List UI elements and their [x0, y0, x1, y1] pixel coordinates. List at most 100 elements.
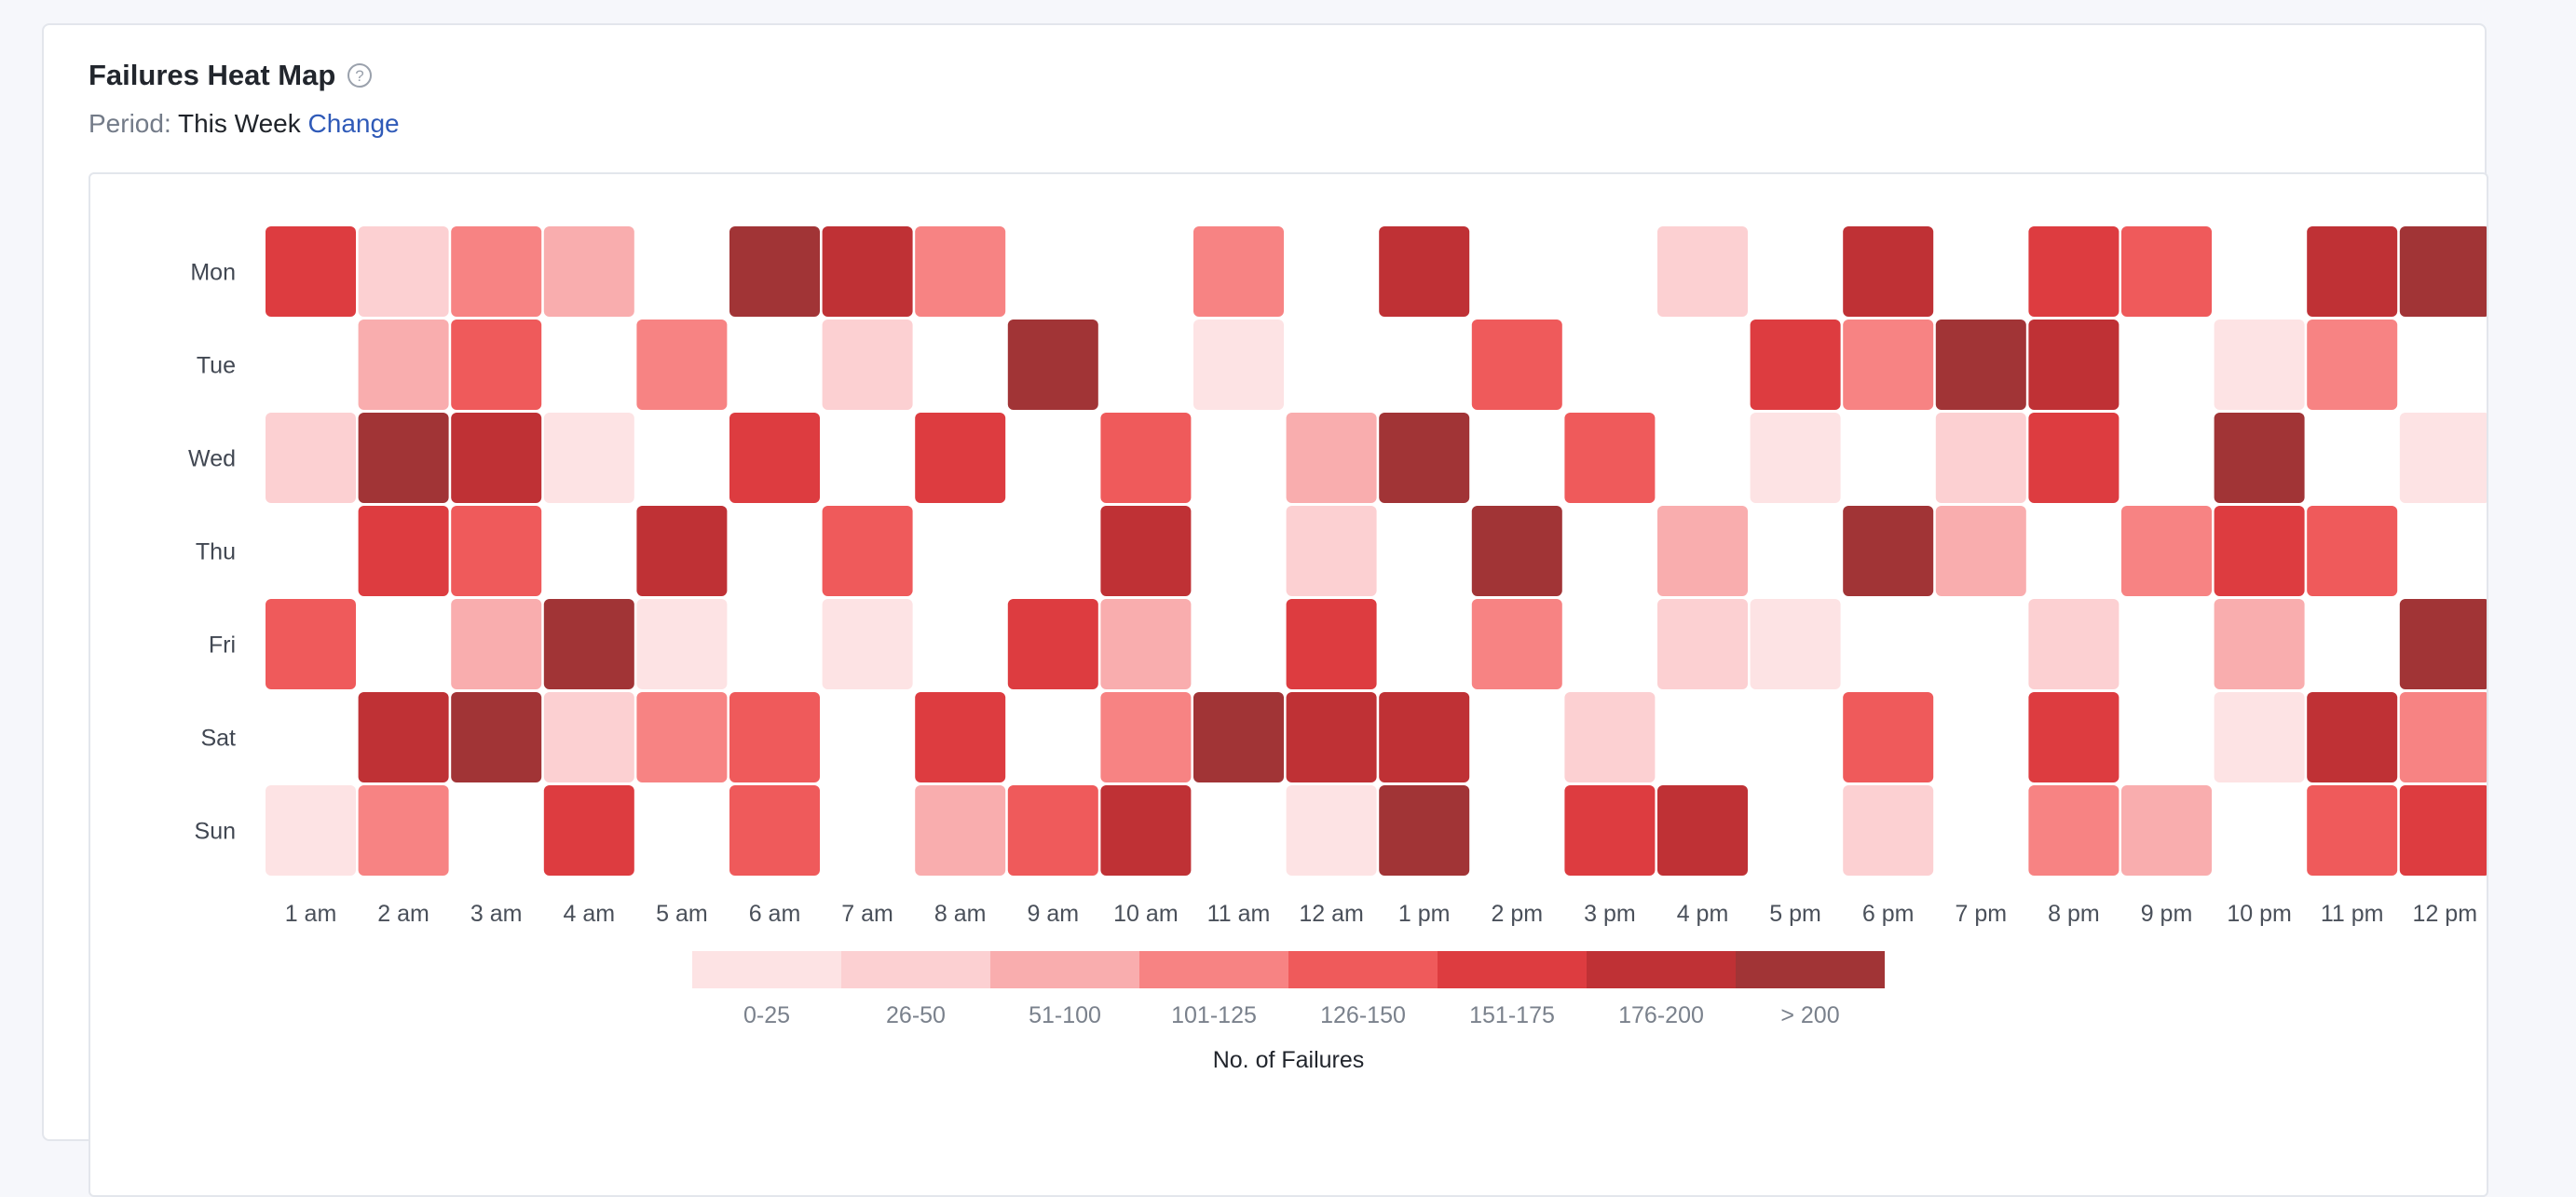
heatmap-cell-mon-10[interactable] — [1193, 226, 1284, 317]
heatmap-cell-mon-7[interactable] — [915, 226, 1006, 317]
heatmap-cell-sun-5[interactable] — [729, 785, 820, 876]
heatmap-cell-fri-4[interactable] — [636, 599, 728, 689]
heatmap-cell-sun-8[interactable] — [1007, 785, 1098, 876]
heatmap-cell-thu-11[interactable] — [1286, 506, 1377, 596]
heatmap-cell-tue-21[interactable] — [2214, 320, 2305, 410]
heatmap-cell-sun-12[interactable] — [1379, 785, 1470, 876]
heatmap-cell-sat-4[interactable] — [636, 692, 728, 782]
heatmap-cell-sun-17[interactable] — [1843, 785, 1934, 876]
heatmap-cell-sat-23[interactable] — [2399, 692, 2487, 782]
heatmap-cell-wed-12[interactable] — [1379, 413, 1470, 503]
heatmap-cell-fri-23[interactable] — [2399, 599, 2487, 689]
change-period-link[interactable]: Change — [307, 109, 400, 138]
heatmap-cell-tue-22[interactable] — [2307, 320, 2398, 410]
heatmap-cell-wed-1[interactable] — [358, 413, 449, 503]
heatmap-cell-mon-6[interactable] — [822, 226, 913, 317]
heatmap-cell-mon-23[interactable] — [2399, 226, 2487, 317]
heatmap-cell-sat-9[interactable] — [1100, 692, 1192, 782]
heatmap-cell-mon-0[interactable] — [266, 226, 356, 317]
heatmap-cell-wed-9[interactable] — [1100, 413, 1192, 503]
heatmap-cell-fri-19[interactable] — [2028, 599, 2119, 689]
heatmap-cell-fri-16[interactable] — [1750, 599, 1841, 689]
heatmap-cell-sat-3[interactable] — [543, 692, 634, 782]
heatmap-cell-tue-18[interactable] — [1935, 320, 2026, 410]
heatmap-cell-sun-3[interactable] — [543, 785, 634, 876]
heatmap-cell-wed-16[interactable] — [1750, 413, 1841, 503]
heatmap-cell-wed-18[interactable] — [1935, 413, 2026, 503]
heatmap-cell-fri-13[interactable] — [1471, 599, 1562, 689]
heatmap-cell-wed-2[interactable] — [451, 413, 542, 503]
heatmap-cell-mon-12[interactable] — [1379, 226, 1470, 317]
heatmap-cell-thu-17[interactable] — [1843, 506, 1934, 596]
heatmap-cell-tue-13[interactable] — [1471, 320, 1562, 410]
heatmap-cell-sun-0[interactable] — [266, 785, 356, 876]
heatmap-cell-fri-2[interactable] — [451, 599, 542, 689]
heatmap-cell-fri-11[interactable] — [1286, 599, 1377, 689]
heatmap-cell-tue-16[interactable] — [1750, 320, 1841, 410]
heatmap-cell-mon-17[interactable] — [1843, 226, 1934, 317]
heatmap-cell-wed-5[interactable] — [729, 413, 820, 503]
heatmap-cell-thu-21[interactable] — [2214, 506, 2305, 596]
heatmap-cell-thu-18[interactable] — [1935, 506, 2026, 596]
heatmap-cell-fri-21[interactable] — [2214, 599, 2305, 689]
heatmap-cell-fri-0[interactable] — [266, 599, 356, 689]
heatmap-cell-sat-11[interactable] — [1286, 692, 1377, 782]
heatmap-cell-sun-14[interactable] — [1564, 785, 1656, 876]
heatmap-cell-sat-19[interactable] — [2028, 692, 2119, 782]
heatmap-cell-wed-21[interactable] — [2214, 413, 2305, 503]
heatmap-cell-thu-15[interactable] — [1657, 506, 1748, 596]
heatmap-cell-mon-15[interactable] — [1657, 226, 1748, 317]
heatmap-cell-tue-19[interactable] — [2028, 320, 2119, 410]
heatmap-cell-sat-7[interactable] — [915, 692, 1006, 782]
heatmap-cell-sun-20[interactable] — [2121, 785, 2212, 876]
heatmap-cell-wed-11[interactable] — [1286, 413, 1377, 503]
heatmap-cell-sat-14[interactable] — [1564, 692, 1656, 782]
heatmap-cell-wed-23[interactable] — [2399, 413, 2487, 503]
heatmap-cell-sun-7[interactable] — [915, 785, 1006, 876]
heatmap-cell-thu-9[interactable] — [1100, 506, 1192, 596]
heatmap-cell-sun-22[interactable] — [2307, 785, 2398, 876]
heatmap-cell-sat-2[interactable] — [451, 692, 542, 782]
heatmap-cell-mon-1[interactable] — [358, 226, 449, 317]
heatmap-cell-wed-3[interactable] — [543, 413, 634, 503]
heatmap-cell-sun-9[interactable] — [1100, 785, 1192, 876]
heatmap-cell-thu-20[interactable] — [2121, 506, 2212, 596]
heatmap-cell-sat-22[interactable] — [2307, 692, 2398, 782]
heatmap-cell-wed-7[interactable] — [915, 413, 1006, 503]
heatmap-cell-tue-10[interactable] — [1193, 320, 1284, 410]
heatmap-cell-sat-21[interactable] — [2214, 692, 2305, 782]
heatmap-cell-fri-15[interactable] — [1657, 599, 1748, 689]
heatmap-cell-mon-3[interactable] — [543, 226, 634, 317]
heatmap-cell-tue-1[interactable] — [358, 320, 449, 410]
heatmap-cell-thu-1[interactable] — [358, 506, 449, 596]
heatmap-cell-sat-10[interactable] — [1193, 692, 1284, 782]
heatmap-cell-tue-4[interactable] — [636, 320, 728, 410]
heatmap-cell-sun-15[interactable] — [1657, 785, 1748, 876]
heatmap-cell-thu-6[interactable] — [822, 506, 913, 596]
question-circle-icon[interactable]: ? — [347, 62, 373, 88]
heatmap-cell-wed-19[interactable] — [2028, 413, 2119, 503]
heatmap-cell-wed-0[interactable] — [266, 413, 356, 503]
heatmap-cell-sun-1[interactable] — [358, 785, 449, 876]
heatmap-cell-sat-1[interactable] — [358, 692, 449, 782]
heatmap-cell-thu-4[interactable] — [636, 506, 728, 596]
heatmap-cell-tue-2[interactable] — [451, 320, 542, 410]
heatmap-cell-mon-20[interactable] — [2121, 226, 2212, 317]
heatmap-cell-mon-22[interactable] — [2307, 226, 2398, 317]
heatmap-cell-thu-22[interactable] — [2307, 506, 2398, 596]
heatmap-cell-wed-14[interactable] — [1564, 413, 1656, 503]
heatmap-cell-sun-11[interactable] — [1286, 785, 1377, 876]
heatmap-cell-sat-5[interactable] — [729, 692, 820, 782]
heatmap-cell-mon-5[interactable] — [729, 226, 820, 317]
heatmap-cell-sun-19[interactable] — [2028, 785, 2119, 876]
heatmap-cell-fri-9[interactable] — [1100, 599, 1192, 689]
heatmap-cell-thu-13[interactable] — [1471, 506, 1562, 596]
heatmap-cell-sat-12[interactable] — [1379, 692, 1470, 782]
heatmap-cell-mon-19[interactable] — [2028, 226, 2119, 317]
heatmap-cell-tue-6[interactable] — [822, 320, 913, 410]
heatmap-cell-sun-23[interactable] — [2399, 785, 2487, 876]
heatmap-cell-fri-6[interactable] — [822, 599, 913, 689]
heatmap-cell-sat-17[interactable] — [1843, 692, 1934, 782]
heatmap-cell-tue-17[interactable] — [1843, 320, 1934, 410]
heatmap-cell-fri-8[interactable] — [1007, 599, 1098, 689]
